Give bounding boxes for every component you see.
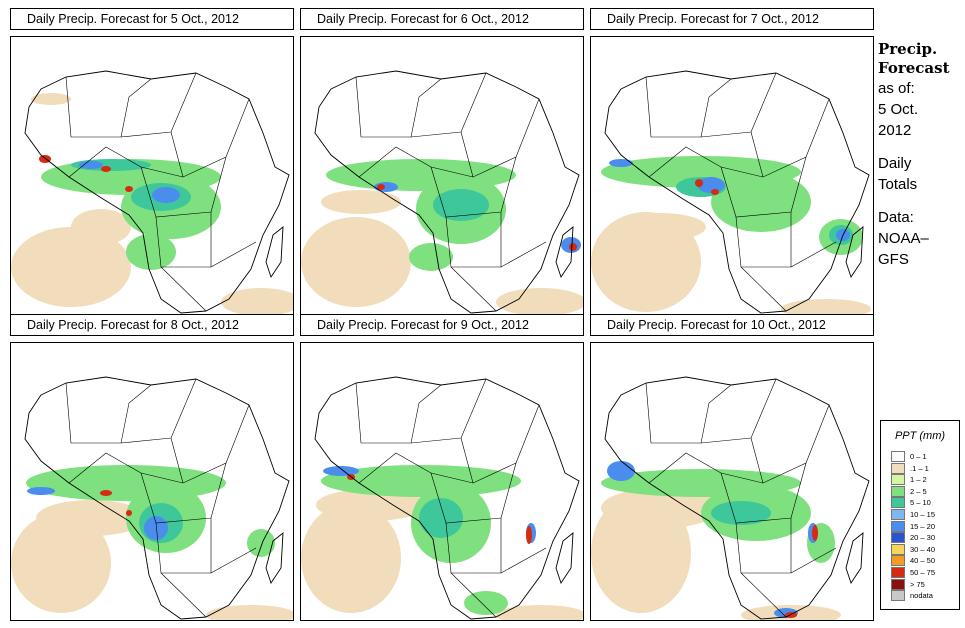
africa-coastline bbox=[314, 70, 580, 314]
africa-coastline bbox=[604, 376, 870, 620]
precip-map bbox=[10, 36, 294, 315]
legend-label: 1 – 2 bbox=[910, 475, 927, 485]
forecast-panel-oct-10: Daily Precip. Forecast for 10 Oct., 2012 bbox=[590, 314, 874, 621]
forecast-panel-oct-8: Daily Precip. Forecast for 8 Oct., 2012 bbox=[10, 314, 294, 621]
extreme-rain bbox=[39, 155, 133, 192]
legend-swatch bbox=[891, 567, 905, 578]
panel-title: Daily Precip. Forecast for 10 Oct., 2012 bbox=[590, 314, 874, 336]
legend-swatch bbox=[891, 590, 905, 602]
legend-label: 50 – 75 bbox=[910, 568, 936, 577]
africa-coastline bbox=[314, 376, 580, 620]
precip-map bbox=[10, 342, 294, 621]
intense-rain bbox=[609, 159, 850, 241]
legend-label: .1 – 1 bbox=[910, 463, 929, 473]
intense-rain bbox=[27, 487, 168, 540]
heavy-rain bbox=[419, 498, 463, 538]
country-borders bbox=[645, 72, 837, 312]
madagascar bbox=[845, 226, 864, 279]
panel-title: Daily Precip. Forecast for 9 Oct., 2012 bbox=[300, 314, 584, 336]
legend-swatch bbox=[891, 485, 905, 497]
title-line-2: Forecast bbox=[878, 59, 950, 77]
madagascar bbox=[555, 226, 574, 279]
legend-label: 5 – 10 bbox=[910, 498, 931, 508]
legend-swatch bbox=[891, 543, 905, 555]
country-borders bbox=[355, 378, 547, 618]
dry-precip-area bbox=[591, 212, 871, 314]
panel-title: Daily Precip. Forecast for 7 Oct., 2012 bbox=[590, 8, 874, 30]
asof-label: as of: bbox=[878, 80, 915, 97]
africa-coastline bbox=[24, 376, 290, 620]
precip-map bbox=[590, 342, 874, 621]
asof-date-2: 2012 bbox=[878, 122, 912, 139]
madagascar bbox=[845, 532, 864, 585]
precip-map bbox=[590, 36, 874, 315]
madagascar bbox=[265, 532, 284, 585]
legend-swatch bbox=[891, 532, 905, 544]
dry-precip-area bbox=[11, 500, 293, 620]
forecast-panel-oct-6: Daily Precip. Forecast for 6 Oct., 2012 bbox=[300, 8, 584, 315]
precip-map bbox=[300, 342, 584, 621]
extreme-rain bbox=[785, 525, 818, 618]
daily-line-2: Totals bbox=[878, 176, 918, 193]
africa-coastline bbox=[24, 70, 290, 314]
data-line-1: Data: bbox=[878, 209, 914, 226]
data-line-3: GFS bbox=[878, 251, 909, 268]
africa-coastline bbox=[604, 70, 870, 314]
asof-date-1: 5 Oct. bbox=[878, 101, 919, 118]
dry-precip-area bbox=[11, 93, 293, 314]
precip-map bbox=[300, 36, 584, 315]
panel-title: Daily Precip. Forecast for 5 Oct., 2012 bbox=[10, 8, 294, 30]
forecast-panel-oct-5: Daily Precip. Forecast for 5 Oct., 2012 bbox=[10, 8, 294, 315]
madagascar bbox=[265, 226, 284, 279]
forecast-panel-oct-7: Daily Precip. Forecast for 7 Oct., 2012 bbox=[590, 8, 874, 315]
forecast-info: Precip. Forecast as of: 5 Oct. 2012 Dail… bbox=[878, 40, 964, 270]
legend-label: 2 – 5 bbox=[910, 486, 927, 496]
forecast-panel-oct-9: Daily Precip. Forecast for 9 Oct., 2012 bbox=[300, 314, 584, 621]
legend-label: 15 – 20 bbox=[910, 521, 936, 531]
legend-swatch bbox=[891, 509, 905, 520]
panel-title: Daily Precip. Forecast for 6 Oct., 2012 bbox=[300, 8, 584, 30]
legend-label: 0 – 1 bbox=[910, 452, 927, 461]
legend-swatch bbox=[891, 497, 905, 509]
legend-swatch bbox=[891, 451, 905, 462]
country-borders bbox=[65, 378, 257, 618]
legend-swatch bbox=[891, 462, 905, 474]
dry-precip-area bbox=[301, 190, 583, 314]
dry-precip-area bbox=[591, 488, 841, 620]
legend-label: 40 – 50 bbox=[910, 556, 936, 566]
madagascar bbox=[555, 532, 574, 585]
data-line-2: NOAA– bbox=[878, 230, 929, 247]
extreme-rain bbox=[695, 179, 719, 195]
title-line-1: Precip. bbox=[878, 40, 938, 58]
country-borders bbox=[355, 72, 547, 312]
legend-title: PPT (mm) bbox=[894, 430, 946, 442]
legend-label: 10 – 15 bbox=[910, 510, 936, 519]
dry-precip-area bbox=[301, 489, 583, 620]
legend-label: 30 – 40 bbox=[910, 544, 936, 554]
legend-label: > 75 bbox=[910, 579, 925, 589]
daily-line-1: Daily bbox=[878, 155, 912, 172]
extreme-rain bbox=[100, 490, 132, 516]
country-borders bbox=[65, 72, 257, 312]
panel-title: Daily Precip. Forecast for 8 Oct., 2012 bbox=[10, 314, 294, 336]
legend-swatch bbox=[891, 555, 905, 567]
legend-swatch bbox=[891, 520, 905, 532]
heavy-rain bbox=[711, 501, 771, 525]
legend-label: nodata bbox=[910, 591, 933, 601]
legend-swatch bbox=[891, 474, 905, 486]
legend-label: 20 – 30 bbox=[910, 533, 936, 543]
legend-swatch bbox=[891, 578, 905, 590]
intense-rain bbox=[79, 161, 180, 203]
country-borders bbox=[645, 378, 837, 618]
heavy-rain bbox=[433, 189, 489, 221]
extreme-rain bbox=[377, 184, 577, 251]
